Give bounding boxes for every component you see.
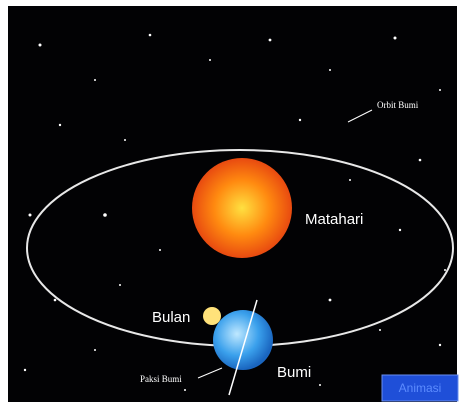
axis-pointer: [197, 367, 223, 379]
orbit-label: Orbit Bumi: [377, 100, 419, 110]
button-background[interactable]: [381, 374, 459, 402]
axis-label: Paksi Bumi: [140, 374, 182, 384]
earth-axis: [228, 299, 258, 396]
animate-button[interactable]: Animasi: [381, 374, 459, 402]
orbit-pointer: [347, 109, 373, 123]
moon: [203, 307, 221, 325]
sun: [192, 158, 292, 258]
sun-label: Matahari: [305, 211, 363, 228]
earth-label: Bumi: [277, 364, 311, 381]
button-label[interactable]: Animasi: [399, 381, 442, 395]
earth: [213, 310, 273, 370]
moon-label: Bulan: [152, 309, 190, 326]
stars: [23, 33, 446, 391]
